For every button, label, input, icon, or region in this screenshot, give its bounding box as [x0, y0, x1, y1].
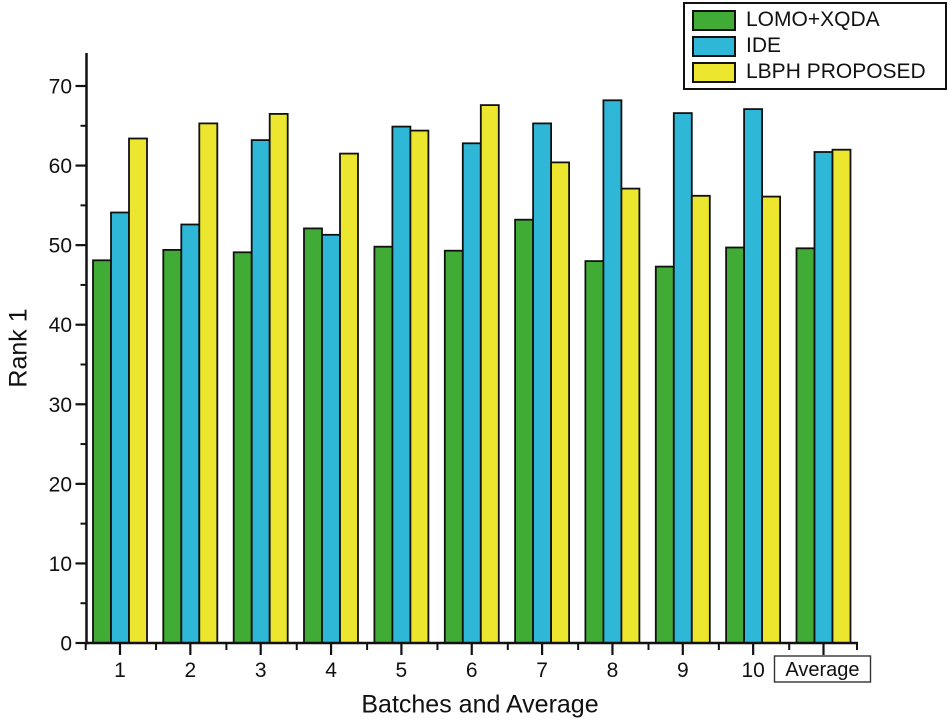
- x-tick-label-average: Average: [785, 659, 859, 681]
- bar-ide-3: [250, 139, 271, 644]
- x-tick-label: 8: [607, 659, 619, 682]
- legend-item-lomo-xqda: LOMO+XQDA: [692, 7, 938, 33]
- bar-lomo-xqda-1: [92, 259, 112, 644]
- x-tick-label: 4: [325, 659, 337, 682]
- y-tick-label: 10: [49, 553, 72, 576]
- x-tick-label: 10: [741, 659, 764, 682]
- x-axis-title: Batches and Average: [361, 690, 599, 719]
- y-tick-label: 0: [60, 633, 72, 656]
- bar-ide-7: [532, 122, 552, 644]
- y-tick-label: 60: [49, 155, 72, 178]
- bar-lbph-proposed-9: [690, 194, 711, 644]
- bar-lomo-xqda-6: [443, 249, 464, 644]
- legend-label: LBPH PROPOSED: [746, 60, 926, 83]
- chart-legend: LOMO+XQDA IDE LBPH PROPOSED: [683, 2, 947, 90]
- bar-ide-1: [110, 211, 130, 644]
- bar-lomo-xqda-5: [373, 245, 394, 644]
- x-tick-label: 3: [255, 659, 267, 682]
- bar-lbph-proposed-2: [198, 122, 219, 644]
- bar-lbph-proposed-6: [479, 104, 500, 644]
- bar-lbph-proposed-3: [268, 113, 289, 644]
- bar-lbph-proposed-1: [128, 137, 148, 644]
- bar-ide-average: [813, 151, 834, 644]
- bar-lbph-proposed-4: [339, 152, 359, 644]
- bar-lbph-proposed-5: [409, 129, 430, 644]
- bar-lomo-xqda-7: [514, 218, 534, 644]
- bar-lomo-xqda-8: [584, 260, 605, 644]
- y-tick-label: 40: [49, 314, 72, 337]
- bar-lomo-xqda-2: [162, 248, 183, 644]
- x-tick-label: 9: [677, 659, 689, 682]
- bar-lomo-xqda-3: [232, 251, 253, 644]
- y-tick-label: 20: [49, 473, 72, 496]
- x-tick-label: 7: [536, 659, 548, 682]
- bar-lomo-xqda-4: [303, 227, 323, 644]
- bar-lomo-xqda-average: [795, 247, 816, 644]
- legend-item-ide: IDE: [692, 33, 938, 59]
- legend-label: IDE: [746, 34, 782, 57]
- x-tick-label: 5: [396, 659, 408, 682]
- legend-swatch-lomo-xqda: [692, 9, 736, 31]
- bar-lomo-xqda-10: [725, 246, 745, 644]
- bar-ide-8: [602, 99, 623, 644]
- y-tick-label: 70: [49, 76, 72, 99]
- average-label-box: [773, 655, 872, 683]
- bar-ide-5: [391, 125, 412, 644]
- legend-swatch-lbph-proposed: [692, 61, 736, 83]
- bar-lbph-proposed-7: [550, 161, 570, 644]
- bar-lbph-proposed-average: [831, 148, 852, 644]
- y-axis-title: Rank 1: [4, 308, 33, 388]
- x-tick-label: 1: [114, 659, 126, 682]
- bar-lbph-proposed-8: [620, 187, 641, 644]
- bar-ide-2: [180, 223, 201, 644]
- y-tick-label: 30: [49, 394, 72, 417]
- bar-lomo-xqda-9: [654, 265, 675, 644]
- bar-ide-4: [321, 233, 341, 644]
- x-tick-label: 2: [185, 659, 197, 682]
- legend-item-lbph-proposed: LBPH PROPOSED: [692, 59, 938, 85]
- bar-ide-10: [743, 108, 763, 644]
- legend-swatch-ide: [692, 35, 736, 57]
- x-tick-label: 6: [466, 659, 478, 682]
- bar-lbph-proposed-10: [761, 195, 781, 644]
- legend-label: LOMO+XQDA: [746, 8, 880, 31]
- bar-ide-6: [461, 142, 482, 644]
- y-tick-label: 50: [49, 235, 72, 258]
- bar-ide-9: [672, 112, 693, 644]
